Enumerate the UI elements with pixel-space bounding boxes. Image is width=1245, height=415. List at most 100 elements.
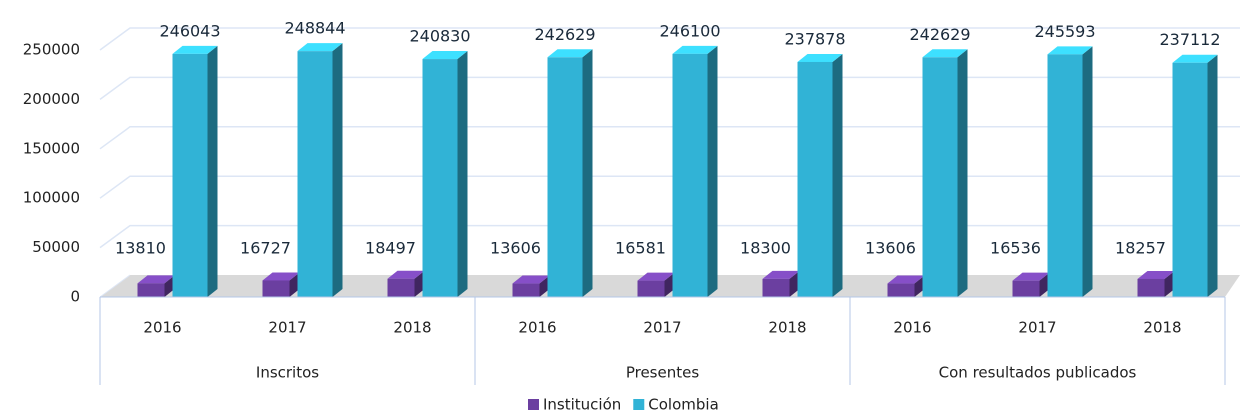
legend-label: Colombia — [648, 396, 719, 414]
bar — [637, 272, 675, 297]
bar — [762, 270, 800, 297]
bar-side — [1082, 46, 1093, 298]
bar — [1012, 272, 1050, 297]
bar — [137, 275, 175, 297]
bar — [547, 49, 593, 297]
bar-front — [797, 61, 833, 298]
x-tick-label: 2017 — [643, 319, 681, 337]
data-label: 13810 — [115, 239, 166, 258]
bar-side — [707, 45, 718, 298]
bar-side — [1207, 54, 1218, 298]
y-tick-label: 250000 — [23, 41, 80, 59]
bar-front — [887, 283, 915, 297]
bar-front — [422, 59, 458, 297]
bar-side — [414, 270, 425, 297]
bar-top — [1172, 54, 1218, 63]
bar-front — [1172, 62, 1208, 298]
grid-line — [99, 126, 1240, 150]
bar-front — [922, 57, 958, 297]
bar-front — [1012, 280, 1040, 297]
bar-side — [664, 272, 675, 297]
bar-top — [762, 270, 800, 279]
bar-side — [789, 270, 800, 297]
bar — [1137, 270, 1175, 297]
bar-side — [1164, 270, 1175, 297]
data-label: 16727 — [240, 239, 291, 258]
bar-top — [672, 45, 718, 54]
data-label: 246100 — [659, 21, 720, 40]
group-label: Presentes — [626, 364, 700, 382]
bar-front — [547, 57, 583, 297]
bar-side — [914, 275, 925, 297]
bar-top — [137, 275, 175, 284]
bar — [172, 45, 218, 297]
bar — [1047, 46, 1093, 298]
bar-top — [547, 49, 593, 58]
group-label: Inscritos — [256, 364, 319, 382]
bar — [387, 270, 425, 297]
y-tick-label: 150000 — [23, 139, 80, 157]
bar-side — [1039, 272, 1050, 297]
bar — [887, 275, 925, 297]
bar-front — [1137, 278, 1165, 297]
data-label: 18300 — [740, 239, 791, 258]
legend-label: Institución — [543, 396, 621, 414]
bar-front — [297, 51, 333, 298]
bar-top — [797, 53, 843, 62]
bar-side — [539, 275, 550, 297]
bar — [922, 49, 968, 297]
bar-top — [1012, 272, 1050, 281]
bar-front — [1047, 54, 1083, 298]
data-label: 13606 — [490, 239, 541, 258]
bar-top — [422, 51, 468, 60]
bar-side — [289, 272, 300, 297]
grid-line — [99, 76, 1240, 101]
y-tick-label: 50000 — [32, 238, 80, 256]
bar-side — [457, 51, 468, 297]
bar-front — [387, 278, 415, 297]
x-tick-label: 2017 — [1018, 319, 1056, 337]
x-tick-label: 2016 — [893, 319, 931, 337]
data-label: 248844 — [284, 19, 345, 38]
bar-front — [262, 280, 290, 297]
bar-side — [582, 49, 593, 297]
data-label: 13606 — [865, 239, 916, 258]
bar-top — [172, 45, 218, 54]
x-tick-label: 2016 — [143, 319, 181, 337]
grid-line — [99, 224, 1240, 249]
x-tick-label: 2017 — [268, 319, 306, 337]
bar-top — [637, 272, 675, 281]
data-label: 16581 — [615, 239, 666, 258]
bar-front — [137, 283, 165, 297]
data-label: 245593 — [1034, 22, 1095, 41]
legend-swatch — [528, 399, 539, 410]
data-label: 16536 — [990, 239, 1041, 258]
bar-front — [637, 280, 665, 297]
data-label: 242629 — [534, 25, 595, 44]
data-label: 246043 — [159, 21, 220, 40]
bar-top — [387, 270, 425, 279]
bar — [297, 43, 343, 298]
bar-top — [1047, 46, 1093, 55]
bar-side — [164, 275, 175, 297]
bar-front — [172, 53, 208, 297]
y-tick-label: 0 — [70, 288, 80, 306]
legend-swatch — [633, 399, 645, 410]
data-label: 18257 — [1115, 239, 1166, 258]
y-tick-label: 200000 — [23, 90, 80, 108]
data-label: 18497 — [365, 239, 416, 258]
grid-line — [99, 27, 1240, 51]
bar — [262, 272, 300, 297]
data-label: 237112 — [1159, 30, 1220, 49]
bar — [422, 51, 468, 297]
x-tick-label: 2018 — [1143, 319, 1181, 337]
bar-top — [512, 275, 550, 284]
bar — [672, 45, 718, 298]
bar — [797, 53, 843, 298]
data-label: 240830 — [409, 27, 470, 46]
bar-side — [957, 49, 968, 297]
x-tick-label: 2016 — [518, 319, 556, 337]
x-tick-label: 2018 — [768, 319, 806, 337]
data-label: 237878 — [784, 29, 845, 48]
bar-side — [832, 53, 843, 298]
